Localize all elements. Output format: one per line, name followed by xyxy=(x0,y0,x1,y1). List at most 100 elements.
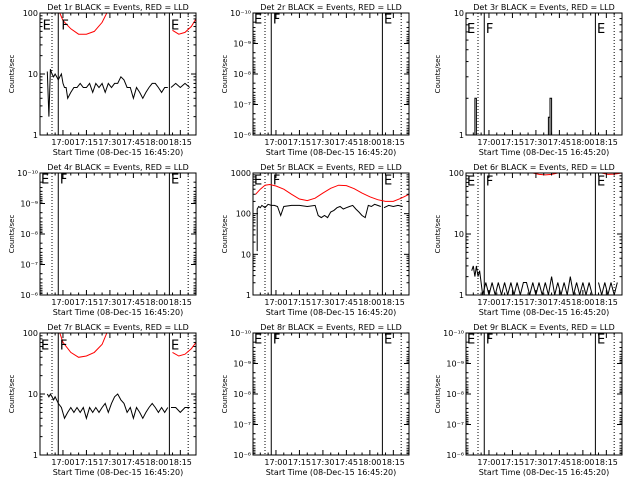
x-tick-label: 18:15 xyxy=(169,298,192,307)
x-tick-label: 17:00 xyxy=(477,298,500,307)
x-axis-label: Start Time (08-Dec-15 16:45:20) xyxy=(53,148,184,157)
plot-title: Det 2r BLACK = Events, RED = LLD xyxy=(260,3,402,12)
x-tick-label: 18:15 xyxy=(169,458,192,467)
lld-series-line xyxy=(172,18,196,35)
x-tick-label: 17:30 xyxy=(311,138,334,147)
y-tick-label: 10⁻⁷ xyxy=(446,421,464,430)
x-tick-label: 18:00 xyxy=(145,458,168,467)
x-tick-label: 17:15 xyxy=(501,298,524,307)
x-axis-label: Start Time (08-Dec-15 16:45:20) xyxy=(479,148,610,157)
marker-label: E xyxy=(254,332,262,347)
y-tick-label: 100 xyxy=(449,169,464,178)
x-tick-label: 17:00 xyxy=(264,138,287,147)
lld-series-line xyxy=(59,333,108,358)
y-axis-label: Counts/sec xyxy=(221,55,229,94)
x-tick-label: 17:15 xyxy=(288,298,311,307)
y-axis-label: Counts/sec xyxy=(8,215,16,254)
marker-label: F xyxy=(486,332,493,347)
x-tick-label: 17:30 xyxy=(524,458,547,467)
events-series-line xyxy=(383,204,403,209)
x-tick-label: 17:30 xyxy=(524,138,547,147)
marker-label: E xyxy=(43,18,51,33)
x-tick-label: 17:15 xyxy=(75,458,98,467)
plot-title: Det 3r BLACK = Events, RED = LLD xyxy=(473,3,615,12)
marker-label: E xyxy=(171,18,179,33)
plot-title: Det 9r BLACK = Events, RED = LLD xyxy=(473,323,615,332)
x-tick-label: 17:30 xyxy=(311,458,334,467)
x-tick-label: 17:45 xyxy=(335,458,358,467)
y-axis-label: Counts/sec xyxy=(221,375,229,414)
x-tick-label: 18:00 xyxy=(145,138,168,147)
y-tick-label: 10⁻⁶ xyxy=(446,451,464,460)
y-tick-label: 10⁻⁷ xyxy=(233,421,251,430)
plot-title: Det 8r BLACK = Events, RED = LLD xyxy=(260,323,402,332)
x-tick-label: 17:45 xyxy=(122,458,145,467)
marker-label: E xyxy=(41,338,49,353)
x-axis-label: Start Time (08-Dec-15 16:45:20) xyxy=(479,308,610,317)
x-tick-label: 17:45 xyxy=(548,298,571,307)
y-tick-label: 10 xyxy=(28,390,38,399)
y-tick-label: 10⁻¹⁰ xyxy=(17,169,38,178)
x-tick-label: 17:30 xyxy=(524,298,547,307)
marker-label: E xyxy=(384,12,392,27)
plot-series-group xyxy=(471,173,622,295)
marker-label: F xyxy=(273,332,280,347)
x-tick-label: 18:15 xyxy=(595,298,618,307)
events-series-line xyxy=(474,97,477,135)
y-tick-label: 10⁻⁷ xyxy=(233,101,251,110)
y-tick-label: 10⁻¹⁰ xyxy=(230,9,251,18)
y-tick-label: 10⁻⁹ xyxy=(20,200,38,209)
y-tick-label: 100 xyxy=(23,329,38,338)
y-tick-label: 100 xyxy=(236,210,251,219)
events-series-line xyxy=(46,69,168,117)
x-axis-label: Start Time (08-Dec-15 16:45:20) xyxy=(53,468,184,477)
y-tick-label: 1 xyxy=(33,451,38,460)
lld-series-line xyxy=(172,342,196,357)
marker-label: E xyxy=(467,332,475,347)
x-tick-label: 17:15 xyxy=(501,458,524,467)
marker-label: E xyxy=(597,175,605,190)
marker-label: F xyxy=(61,18,68,33)
lld-series-line xyxy=(59,13,108,35)
x-tick-label: 17:00 xyxy=(51,298,74,307)
marker-label: E xyxy=(254,173,262,188)
plot-series-group xyxy=(46,13,196,117)
y-tick-label: 10⁻¹⁰ xyxy=(443,329,464,338)
plot-series-group xyxy=(474,97,553,135)
y-tick-label: 100 xyxy=(23,9,38,18)
x-tick-label: 17:30 xyxy=(98,298,121,307)
x-tick-label: 18:00 xyxy=(145,298,168,307)
x-tick-label: 18:00 xyxy=(358,298,381,307)
events-series-line xyxy=(547,116,550,135)
y-tick-label: 10⁻⁸ xyxy=(233,70,251,79)
x-tick-label: 17:15 xyxy=(288,138,311,147)
y-tick-label: 1 xyxy=(459,291,464,300)
y-axis-label: Counts/sec xyxy=(8,55,16,94)
x-tick-label: 17:15 xyxy=(501,138,524,147)
y-tick-label: 10 xyxy=(454,230,464,239)
x-tick-label: 18:15 xyxy=(169,138,192,147)
plot-title: Det 6r BLACK = Events, RED = LLD xyxy=(473,163,615,172)
marker-label: E xyxy=(467,175,475,190)
x-tick-label: 17:45 xyxy=(335,298,358,307)
marker-label: E xyxy=(41,172,49,187)
events-series-line xyxy=(171,407,190,414)
x-tick-label: 18:15 xyxy=(382,138,405,147)
plot-title: Det 7r BLACK = Events, RED = LLD xyxy=(47,323,189,332)
x-tick-label: 17:00 xyxy=(51,458,74,467)
y-tick-label: 10⁻⁸ xyxy=(20,230,38,239)
marker-label: F xyxy=(273,12,280,27)
x-tick-label: 18:00 xyxy=(358,458,381,467)
x-axis-label: Start Time (08-Dec-15 16:45:20) xyxy=(479,468,610,477)
x-axis-label: Start Time (08-Dec-15 16:45:20) xyxy=(53,308,184,317)
events-series-line xyxy=(46,392,169,421)
x-tick-label: 17:15 xyxy=(75,298,98,307)
y-tick-label: 10 xyxy=(454,9,464,18)
x-tick-label: 18:15 xyxy=(382,298,405,307)
x-tick-label: 17:15 xyxy=(75,138,98,147)
